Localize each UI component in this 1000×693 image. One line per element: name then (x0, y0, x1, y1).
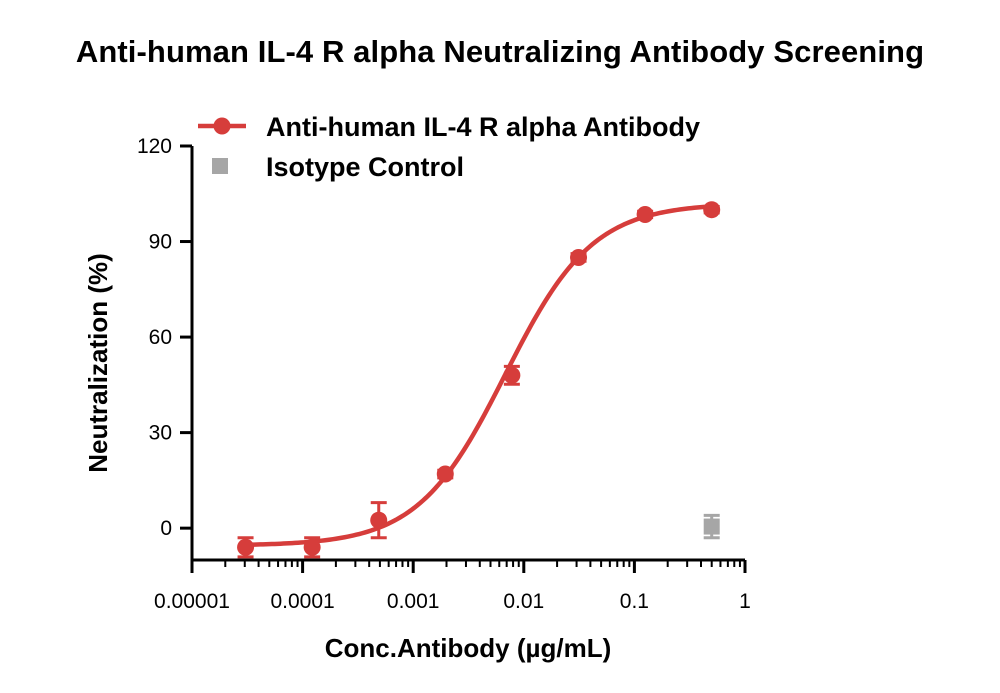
legend-label: Isotype Control (266, 152, 464, 182)
x-axis-title: Conc.Antibody (µg/mL) (325, 633, 612, 663)
y-tick-label: 0 (160, 517, 172, 540)
legend-label: Anti-human IL-4 R alpha Antibody (266, 112, 700, 142)
data-point (570, 248, 588, 266)
data-point (636, 205, 654, 223)
series-2 (703, 513, 720, 540)
y-axis-ticks: 0 30 60 90 120 (137, 135, 192, 540)
y-tick-label: 120 (137, 135, 172, 158)
series-layer (237, 201, 721, 559)
chart-title: Anti-human IL-4 R alpha Neutralizing Ant… (75, 34, 925, 69)
y-axis-title: Neutralization (%) (83, 253, 113, 473)
data-point (436, 465, 454, 483)
data-point (703, 201, 721, 219)
data-point (237, 538, 255, 556)
fit-curve (245, 204, 712, 548)
legend: Anti-human IL-4 R alpha Antibody Isotype … (198, 112, 700, 182)
y-tick-label: 90 (149, 231, 172, 254)
x-axis-ticks: 0.00001 0.0001 0.001 0.01 0.1 1 (154, 560, 751, 613)
data-point (370, 511, 388, 529)
data-point (503, 366, 521, 384)
axes (190, 146, 745, 562)
legend-item: Isotype Control (212, 152, 464, 182)
legend-marker (212, 158, 228, 174)
data-point (303, 538, 321, 556)
x-tick-label: 1 (739, 590, 751, 613)
data-point (703, 518, 720, 535)
x-tick-label: 0.0001 (270, 590, 334, 613)
x-tick-label: 0.01 (503, 590, 544, 613)
x-tick-label: 0.00001 (154, 590, 230, 613)
x-tick-label: 0.1 (620, 590, 649, 613)
series-1 (237, 201, 721, 559)
y-tick-label: 30 (149, 422, 172, 445)
y-tick-label: 60 (149, 326, 172, 349)
x-tick-label: 0.001 (387, 590, 440, 613)
legend-item: Anti-human IL-4 R alpha Antibody (198, 112, 700, 142)
legend-marker (213, 117, 231, 135)
